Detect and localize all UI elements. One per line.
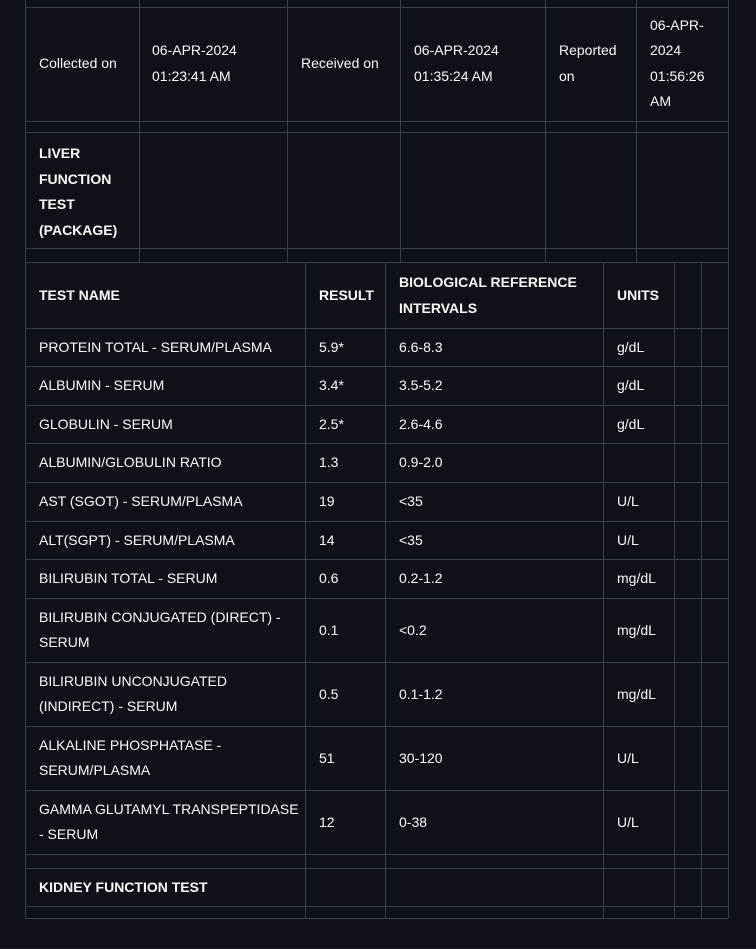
test-name-cell-line1: BILIRUBIN CONJUGATED (DIRECT) - [39, 609, 281, 625]
reported-date-line1: 06-APR- [650, 17, 704, 33]
units-cell: g/dL [617, 339, 645, 355]
result-cell: 19 [319, 493, 335, 509]
col-header-reference-line2: INTERVALS [399, 300, 478, 316]
units-cell: g/dL [617, 377, 645, 393]
reference-range-cell: 0.9-2.0 [399, 454, 443, 470]
test-name-cell-line2: SERUM [39, 634, 90, 650]
test-name-cell-line1: GAMMA GLUTAMYL TRANSPEPTIDASE [39, 801, 299, 817]
reference-range-cell: <0.2 [399, 622, 427, 638]
result-cell: 51 [319, 750, 335, 766]
units-cell: U/L [617, 814, 639, 830]
reference-range-cell: 3.5-5.2 [399, 377, 443, 393]
reference-range-cell: 0.1-1.2 [399, 686, 443, 702]
test-name-cell-line1: ALKALINE PHOSPHATASE - [39, 737, 222, 753]
result-cell: 2.5* [319, 416, 344, 432]
collected-time: 01:23:41 AM [152, 68, 231, 84]
received-date: 06-APR-2024 [414, 42, 499, 58]
received-on-label: Received on [301, 55, 379, 71]
reported-on-label-line2: on [559, 68, 575, 84]
result-cell: 5.9* [319, 339, 344, 355]
section-title-line1: LIVER [39, 145, 81, 161]
section-title-line2: FUNCTION [39, 171, 112, 187]
reference-range-cell: <35 [399, 532, 423, 548]
reported-time-line1: 01:56:26 [650, 68, 705, 84]
result-cell: 12 [319, 814, 335, 830]
reported-date-line2: 2024 [650, 42, 682, 58]
reference-range-cell: 0-38 [399, 814, 428, 830]
reference-range-cell: 0.2-1.2 [399, 570, 443, 586]
reported-time-line2: AM [650, 93, 671, 109]
test-name-cell: ALT(SGPT) - SERUM/PLASMA [39, 532, 235, 548]
units-cell: mg/dL [617, 570, 656, 586]
test-name-cell: AST (SGOT) - SERUM/PLASMA [39, 493, 243, 509]
units-cell: U/L [617, 750, 639, 766]
section-title-line4: (PACKAGE) [39, 222, 118, 238]
test-name-cell-line2: (INDIRECT) - SERUM [39, 698, 178, 714]
result-cell: 1.3 [319, 454, 339, 470]
result-cell: 14 [319, 532, 335, 548]
col-header-units: UNITS [617, 287, 659, 303]
section-title-line3: TEST [39, 196, 75, 212]
section-title-kidney-function: KIDNEY FUNCTION TEST [39, 879, 208, 895]
test-name-cell: BILIRUBIN TOTAL - SERUM [39, 570, 218, 586]
result-cell: 0.1 [319, 622, 339, 638]
reference-range-cell: 6.6-8.3 [399, 339, 443, 355]
units-cell: U/L [617, 493, 639, 509]
reference-range-cell: 30-120 [399, 750, 443, 766]
reported-on-label-line1: Reported [559, 42, 617, 58]
result-cell: 3.4* [319, 377, 344, 393]
result-cell: 0.5 [319, 686, 339, 702]
test-name-cell: PROTEIN TOTAL - SERUM/PLASMA [39, 339, 272, 355]
units-cell: U/L [617, 532, 639, 548]
units-cell: g/dL [617, 416, 645, 432]
units-cell: mg/dL [617, 622, 656, 638]
reference-range-cell: 2.6-4.6 [399, 416, 443, 432]
reference-range-cell: <35 [399, 493, 423, 509]
col-header-reference-line1: BIOLOGICAL REFERENCE [399, 274, 577, 290]
test-name-cell: ALBUMIN - SERUM [39, 377, 165, 393]
col-header-result: RESULT [319, 287, 374, 303]
col-header-test-name: TEST NAME [39, 287, 120, 303]
test-name-cell-line2: SERUM/PLASMA [39, 762, 151, 778]
units-cell: mg/dL [617, 686, 656, 702]
result-cell: 0.6 [319, 570, 339, 586]
test-name-cell: ALBUMIN/GLOBULIN RATIO [39, 454, 222, 470]
received-time: 01:35:24 AM [414, 68, 493, 84]
collected-date: 06-APR-2024 [152, 42, 237, 58]
test-name-cell: GLOBULIN - SERUM [39, 416, 173, 432]
test-name-cell-line2: - SERUM [39, 826, 99, 842]
test-name-cell-line1: BILIRUBIN UNCONJUGATED [39, 673, 227, 689]
collected-on-label: Collected on [39, 55, 117, 71]
